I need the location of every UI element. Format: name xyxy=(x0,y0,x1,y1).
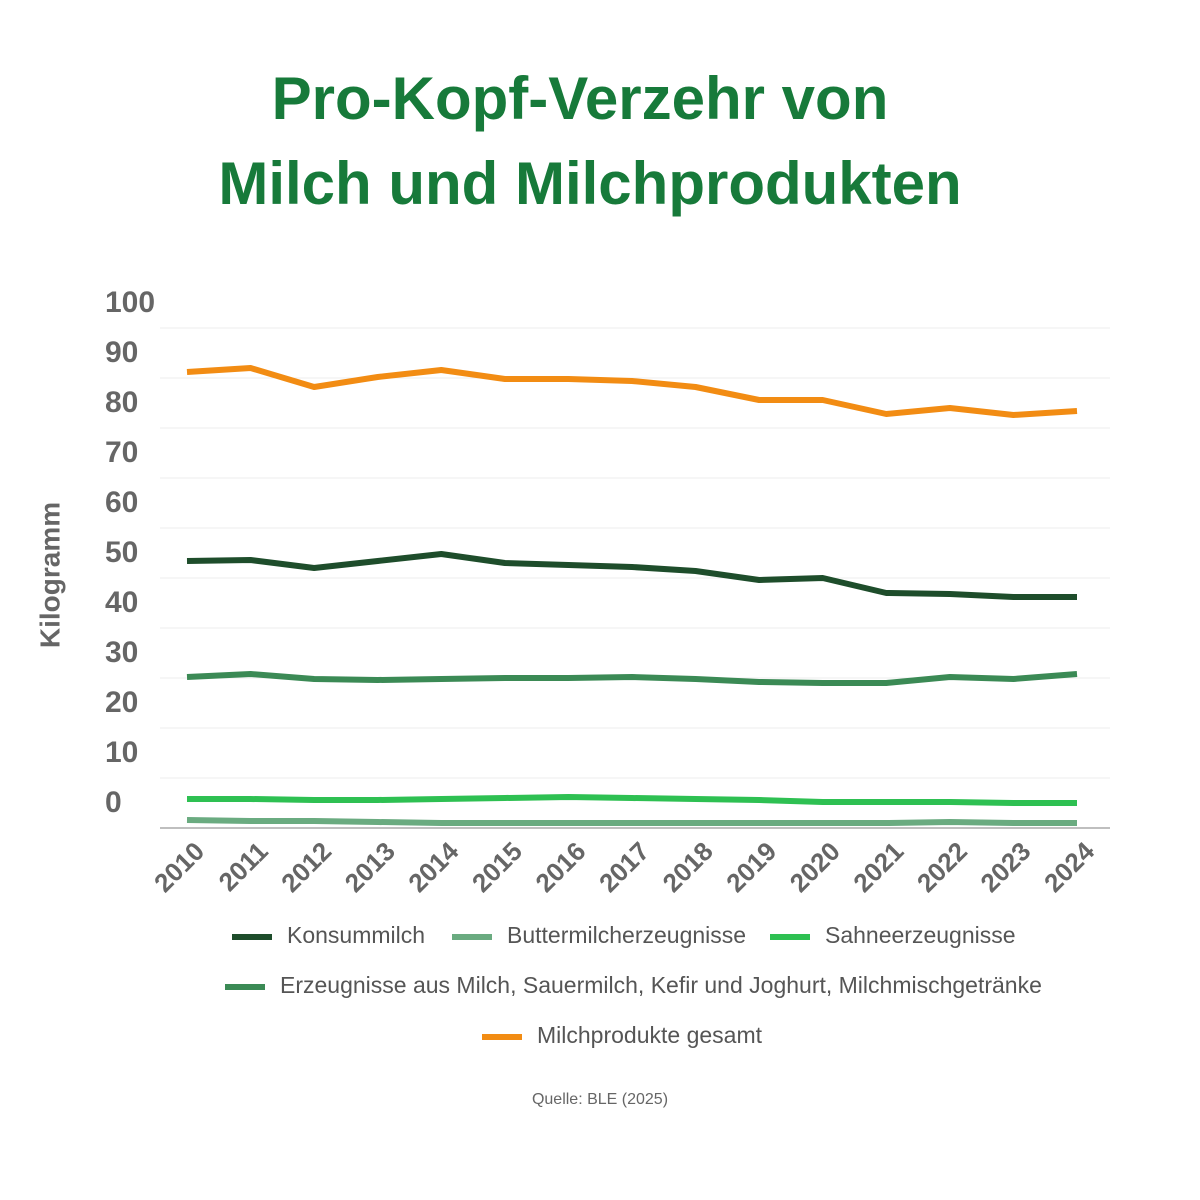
legend-label: Sahneerzeugnisse xyxy=(825,922,1016,948)
x-tick-label: 2011 xyxy=(213,836,274,897)
x-tick-label: 2018 xyxy=(657,836,719,898)
y-tick-label: 40 xyxy=(105,586,138,619)
x-tick-label: 2017 xyxy=(593,836,655,898)
y-axis-label: Kilogramm xyxy=(34,502,65,648)
x-tick-label: 2016 xyxy=(529,836,591,898)
x-tick-label: 2024 xyxy=(1038,836,1100,898)
series-line xyxy=(186,551,1077,600)
x-tick-label: 2014 xyxy=(402,836,464,898)
x-tick-label: 2010 xyxy=(148,836,210,898)
y-tick-label: 80 xyxy=(105,386,138,419)
chart-title: Pro-Kopf-Verzehr von xyxy=(272,65,889,132)
series-line xyxy=(187,794,1077,806)
source: Quelle: BLE (2025) xyxy=(532,1091,668,1108)
x-tick-label: 2013 xyxy=(339,836,401,898)
series-line xyxy=(186,365,1078,418)
legend-label: Milchprodukte gesamt xyxy=(537,1022,763,1048)
legend-label: Erzeugnisse aus Milch, Sauermilch, Kefir… xyxy=(280,972,1042,998)
y-tick-label: 30 xyxy=(105,636,138,669)
x-tick-label: 2023 xyxy=(974,836,1036,898)
x-tick-label: 2020 xyxy=(784,836,846,898)
x-tick-label: 2022 xyxy=(911,836,973,898)
y-tick-label: 60 xyxy=(105,486,138,519)
series-line xyxy=(186,671,1078,686)
y-tick-label: 90 xyxy=(105,336,138,369)
x-tick-label: 2012 xyxy=(275,836,337,898)
y-tick-label: 10 xyxy=(105,736,138,769)
x-tick-label: 2021 xyxy=(847,836,909,898)
x-tick-label: 2015 xyxy=(466,836,528,898)
y-tick-label: 20 xyxy=(105,686,138,719)
x-tick-label: 2019 xyxy=(720,836,782,898)
legend-label: Buttermilcherzeugnisse xyxy=(507,922,746,948)
legend-label: Konsummilch xyxy=(287,922,425,948)
series-line xyxy=(186,817,1077,826)
y-tick-label: 50 xyxy=(105,536,138,569)
y-tick-label: 70 xyxy=(105,436,138,469)
y-tick-label: 100 xyxy=(105,286,155,319)
y-tick-label: 0 xyxy=(105,786,122,819)
chart-title: Milch und Milchprodukten xyxy=(218,150,961,217)
